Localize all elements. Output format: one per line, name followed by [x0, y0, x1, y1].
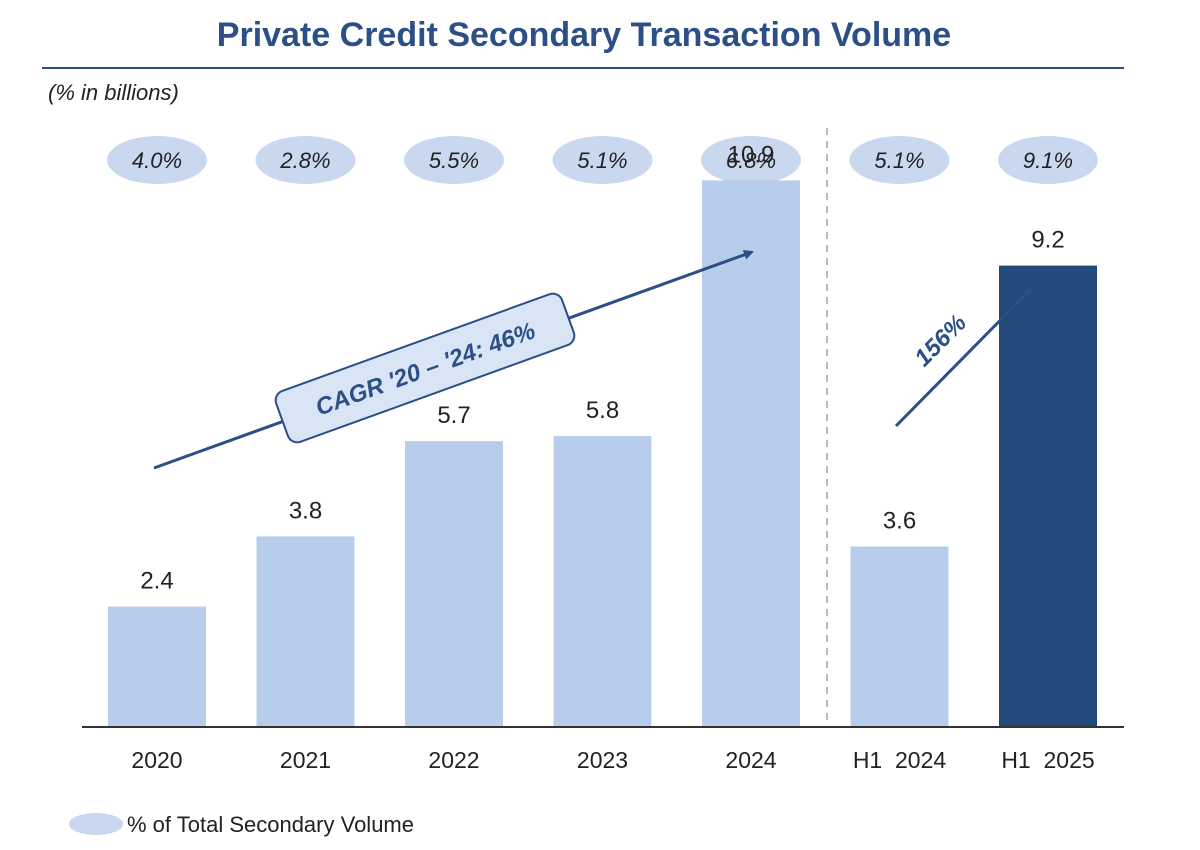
- cagr-box: [274, 292, 576, 444]
- pct-ellipse-1: [107, 136, 207, 184]
- pct-ellipse-3: [404, 136, 504, 184]
- x-tick-labels: 2020 2021 2022 2023 2024 H1 2024 H1 2025: [131, 747, 1094, 773]
- value-label-2: 3.8: [289, 497, 322, 524]
- bar-3: [405, 441, 503, 727]
- pct-label-7: 9.1%: [1023, 148, 1073, 173]
- pct-ellipse-2: [255, 136, 356, 184]
- x-tick-6: H1 2024: [853, 747, 947, 773]
- x-tick-1: 2020: [131, 747, 182, 773]
- bar-6: [850, 546, 949, 727]
- cagr-annotation: CAGR '20 – '24: 46%: [274, 292, 576, 444]
- growth-arrow: [894, 287, 1033, 428]
- x-tick-7: H1 2025: [1001, 747, 1094, 773]
- legend-label: % of Total Secondary Volume: [127, 812, 414, 837]
- bar-7: [999, 265, 1097, 727]
- x-tick-4: 2023: [577, 747, 628, 773]
- value-labels: 2.4 3.8 5.7 5.8 10.9 3.6 9.2: [140, 141, 1064, 594]
- bar-4: [553, 436, 652, 727]
- pct-label-1: 4.0%: [132, 148, 182, 173]
- value-label-6: 3.6: [883, 508, 916, 535]
- x-tick-3: 2022: [428, 747, 479, 773]
- x-tick-5: 2024: [725, 747, 776, 773]
- legend-swatch: [69, 813, 123, 835]
- x-tick-2: 2021: [280, 747, 331, 773]
- pct-label-5: 6.8%: [726, 148, 776, 173]
- bar-1: [108, 606, 206, 727]
- pct-ellipses: 4.0% 2.8% 5.5% 5.1% 6.8% 5.1% 9.1%: [107, 136, 1098, 184]
- bars: [108, 180, 1097, 727]
- pct-label-3: 5.5%: [429, 148, 479, 173]
- pct-ellipse-4: [552, 136, 653, 184]
- pct-label-6: 5.1%: [874, 148, 924, 173]
- value-label-7: 9.2: [1031, 227, 1064, 254]
- pct-ellipse-7: [998, 136, 1098, 184]
- pct-ellipse-5: [701, 136, 801, 184]
- growth-label: 156%: [909, 309, 972, 372]
- pct-label-4: 5.1%: [577, 148, 627, 173]
- bar-5: [702, 180, 800, 727]
- value-label-5: 10.9: [728, 141, 775, 168]
- chart-title: Private Credit Secondary Transaction Vol…: [217, 16, 951, 54]
- value-label-4: 5.8: [586, 397, 619, 424]
- pct-label-2: 2.8%: [279, 148, 330, 173]
- bar-2: [256, 536, 355, 727]
- value-label-1: 2.4: [140, 568, 173, 595]
- value-label-3: 5.7: [437, 402, 470, 429]
- chart-subtitle: (% in billions): [48, 80, 179, 105]
- pct-ellipse-6: [849, 136, 950, 184]
